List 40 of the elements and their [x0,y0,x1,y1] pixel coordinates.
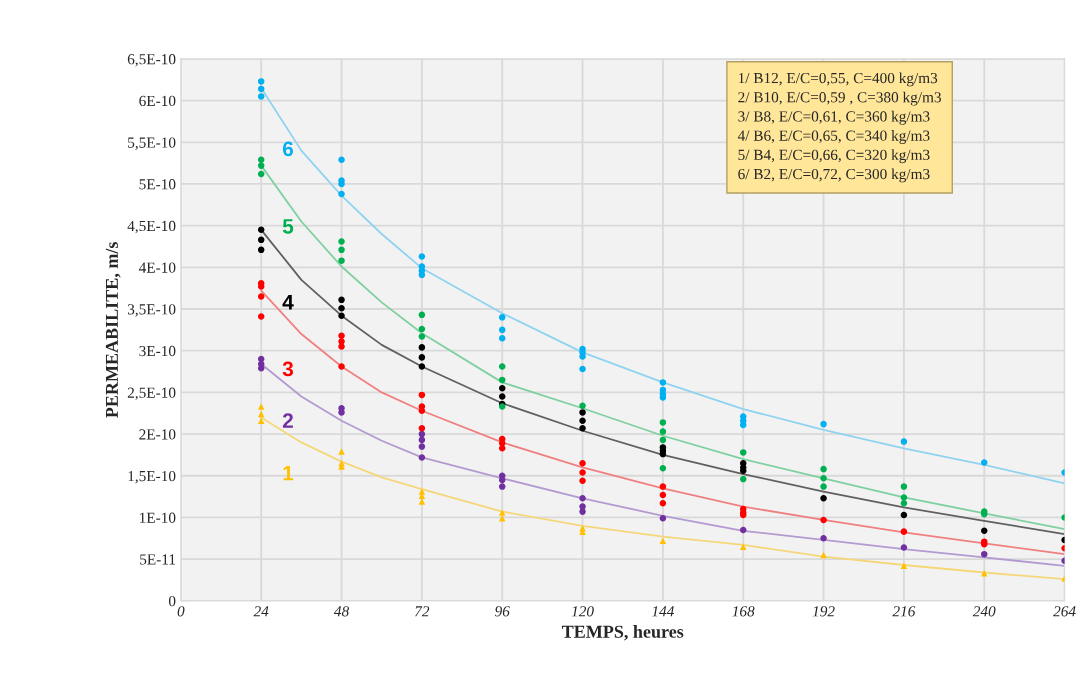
text: 6 [282,141,294,157]
y-tick-label: 3,5E-10 [127,304,176,317]
x-tick-label: 264 [1053,606,1076,617]
text: 4 [282,295,294,310]
x-tick-label: 168 [732,606,755,617]
x-tick-label: 216 [892,606,916,617]
text: 3 [282,361,294,377]
y-tick-label: 4,5E-10 [127,220,176,234]
annotation: 3/ B8, E/C=0,61, C=360 kg/m3 [738,110,930,125]
y-tick-label: 5E-11 [140,554,176,565]
x-tick-label: 72 [415,606,430,617]
annotation: 2/ B10, E/C=0,59 , C=380 kg/m3 [738,91,941,106]
x-tick-label: 144 [651,606,675,617]
y-tick-label: 2,5E-10 [127,387,176,401]
x-tick-label: 96 [495,606,510,617]
y-tick-label: 0 [168,595,176,607]
text: 2 [282,413,293,428]
y-tick-label: 2E-10 [139,429,176,440]
x-tick-label: 48 [333,606,350,617]
y-tick-label: 6,5E-10 [127,54,176,67]
annotation: 1/ B12, E/C=0,55, C=400 kg/m3 [738,72,938,87]
x-tick-label: 0 [177,606,185,617]
annotation: 6/ B2, E/C=0,72, C=300 kg/m3 [738,168,930,183]
y-tick-label: 5E-10 [139,179,176,190]
y-tick-label: 3E-10 [139,345,176,357]
y-tick-label: 5,5E-10 [128,137,176,150]
x-tick-label: 192 [812,606,835,617]
y-tick-label: 1E-10 [140,512,176,523]
annotation: 4/ B6, E/C=0,65, C=340 kg/m3 [737,130,930,144]
annotation: 5/ B4, E/C=0,66, C=320 kg/m3 [738,149,930,164]
x-tick-label: 120 [571,606,594,617]
y-tick-label: 6E-10 [139,95,176,107]
text: 1 [283,465,294,481]
text: 5 [282,219,294,234]
x-tick-label: 24 [253,606,269,617]
y-axis-title: PERMEABILITE, m/s [105,242,121,418]
y-tick-label: 1,5E-10 [128,470,176,484]
x-tick-label: 240 [972,606,996,617]
x-axis-title: TEMPS, heures [561,625,684,641]
y-tick-label: 4E-10 [138,262,176,273]
